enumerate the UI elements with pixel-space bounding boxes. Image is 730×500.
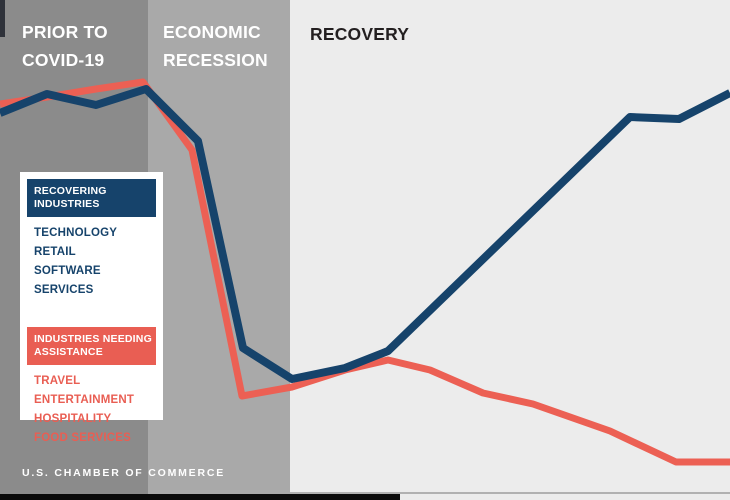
legend-items-assistance: TRAVEL ENTERTAINMENT HOSPITALITY FOOD SERVI…	[34, 372, 156, 448]
legend-item: RETAIL	[34, 246, 76, 258]
zone-label-economic-recession: ECONOMIC RECESSION	[163, 18, 268, 74]
legend-group-assistance: INDUSTRIES NEEDING ASSISTANCE TRAVEL ENTE…	[27, 327, 156, 448]
legend-card: RECOVERING INDUSTRIES TECHNOLOGY RETAIL SO…	[20, 172, 163, 444]
recovering-industries-line	[0, 85, 730, 383]
legend-group-title-recovering: RECOVERING INDUSTRIES	[27, 179, 156, 217]
legend-title-line: RECOVERING	[34, 185, 107, 197]
zone-label-line: PRIOR TO	[22, 22, 108, 42]
zone-label-recovery: RECOVERY	[310, 20, 409, 48]
legend-item: TECHNOLOGY	[34, 227, 118, 239]
zone-label-line: RECESSION	[163, 50, 268, 70]
bottom-hairline	[290, 492, 730, 494]
legend-item: SOFTWARE SERVICES	[34, 265, 101, 296]
zone-label-line: COVID-19	[22, 50, 105, 70]
zone-label-line: ECONOMIC	[163, 22, 261, 42]
legend-item: TRAVEL	[34, 375, 81, 387]
footer-black-bar	[0, 494, 400, 500]
screen-edge-artifact	[0, 0, 5, 37]
legend-title-line: INDUSTRIES	[34, 198, 100, 210]
legend-title-line: ASSISTANCE	[34, 346, 103, 358]
legend-items-recovering: TECHNOLOGY RETAIL SOFTWARE SERVICES	[34, 224, 156, 300]
legend-item: ENTERTAINMENT	[34, 394, 135, 406]
source-attribution: U.S. CHAMBER OF COMMERCE	[22, 467, 226, 479]
legend-item: FOOD SERVICES	[34, 432, 131, 444]
legend-title-line: INDUSTRIES NEEDING	[34, 333, 152, 345]
zone-band-recovery	[290, 0, 730, 494]
legend-group-title-assistance: INDUSTRIES NEEDING ASSISTANCE	[27, 327, 156, 365]
zone-label-prior-covid: PRIOR TO COVID-19	[22, 18, 108, 74]
legend-item: HOSPITALITY	[34, 413, 112, 425]
legend-group-recovering: RECOVERING INDUSTRIES TECHNOLOGY RETAIL SO…	[27, 179, 156, 300]
zone-label-line: RECOVERY	[310, 24, 410, 44]
